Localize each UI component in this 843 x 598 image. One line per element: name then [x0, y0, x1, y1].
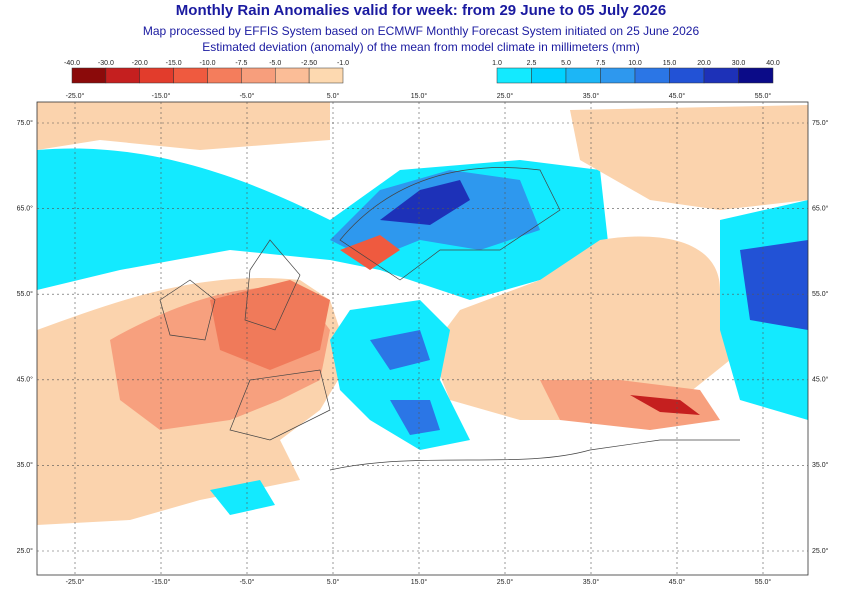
lon-label-bottom: 25.0° [497, 578, 514, 586]
lat-label-left: 35.0° [17, 461, 34, 469]
lon-label-top: -15.0° [152, 92, 171, 100]
legend-label: -1.0 [337, 60, 349, 67]
map-frame [36, 101, 809, 576]
lat-label-right: 75.0° [812, 119, 829, 127]
lat-label-left: 75.0° [17, 119, 34, 127]
lon-label-top: -25.0° [66, 92, 85, 100]
legend-swatch [565, 67, 601, 84]
title: Monthly Rain Anomalies valid for week: f… [176, 2, 666, 19]
legend-label: 5.0 [561, 60, 571, 67]
lon-label-bottom: 45.0° [669, 578, 686, 586]
legend-label: -7.5 [235, 60, 247, 67]
legend-swatch [496, 67, 532, 84]
legend-swatch [173, 67, 208, 84]
lon-label-bottom: -25.0° [66, 578, 85, 586]
legend-label: -40.0 [64, 60, 80, 67]
legend-swatch [71, 67, 107, 84]
lon-label-top: 35.0° [583, 92, 600, 100]
lat-label-left: 55.0° [17, 290, 34, 298]
legend-swatch [531, 67, 567, 84]
lat-label-right: 35.0° [812, 461, 829, 469]
legend-swatch [105, 67, 140, 84]
lon-label-bottom: 35.0° [583, 578, 600, 586]
legend-label: 15.0 [663, 60, 677, 67]
lon-label-top: 45.0° [669, 92, 686, 100]
legend-swatch [139, 67, 174, 84]
lon-label-top: 55.0° [755, 92, 772, 100]
lat-label-right: 45.0° [812, 376, 829, 384]
legend-swatch [703, 67, 739, 84]
lat-label-right: 65.0° [812, 204, 829, 212]
lon-label-bottom: 5.0° [327, 578, 340, 586]
legend-swatch [308, 67, 344, 84]
legend-swatch [241, 67, 276, 84]
lon-label-top: 5.0° [327, 92, 340, 100]
legend-label: -2.50 [301, 60, 317, 67]
lat-label-left: 45.0° [17, 376, 34, 384]
map [37, 102, 808, 575]
lon-label-bottom: -5.0° [240, 578, 255, 586]
lat-label-left: 65.0° [17, 204, 34, 212]
legend-label: -20.0 [132, 60, 148, 67]
legend-label: -10.0 [200, 60, 216, 67]
description: Estimated deviation (anomaly) of the mea… [202, 40, 639, 54]
lon-label-bottom: -15.0° [152, 578, 171, 586]
legend-label: 10.0 [628, 60, 642, 67]
legend-swatch [275, 67, 310, 84]
legend-label: -5.0 [269, 60, 281, 67]
legend-swatch [669, 67, 705, 84]
legend-swatch [634, 67, 670, 84]
lon-label-bottom: 55.0° [755, 578, 772, 586]
lon-label-top: 15.0° [411, 92, 428, 100]
legend-label: 2.5 [527, 60, 537, 67]
legend-label: -15.0 [166, 60, 182, 67]
legend-label: 40.0 [766, 60, 780, 67]
lon-label-top: 25.0° [497, 92, 514, 100]
subtitle: Map processed by EFFIS System based on E… [143, 24, 700, 38]
legend-label: 1.0 [492, 60, 502, 67]
lat-label-right: 25.0° [812, 547, 829, 555]
legend-swatch [600, 67, 636, 84]
legend-label: 20.0 [697, 60, 711, 67]
legend-swatch [207, 67, 242, 84]
lat-label-left: 25.0° [17, 547, 34, 555]
lon-label-top: -5.0° [240, 92, 255, 100]
legend-label: 30.0 [732, 60, 746, 67]
lon-label-bottom: 15.0° [411, 578, 428, 586]
legend-swatch [738, 67, 774, 84]
legend-label: 7.5 [596, 60, 606, 67]
legend-label: -30.0 [98, 60, 114, 67]
lat-label-right: 55.0° [812, 290, 829, 298]
